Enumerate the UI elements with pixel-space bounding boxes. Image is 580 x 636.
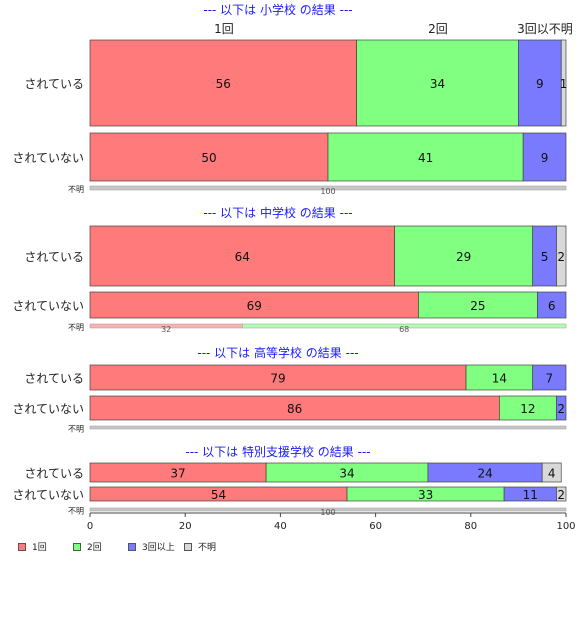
data-label: 2 <box>557 402 565 416</box>
header-label-1: 2回 <box>428 22 448 36</box>
legend-label: 3回以上 <box>142 543 175 553</box>
bar-segment <box>560 39 567 127</box>
data-label: 4 <box>548 467 556 481</box>
data-label: 69 <box>247 299 262 313</box>
bar-segment <box>89 395 500 421</box>
data-label: 41 <box>418 151 433 165</box>
bar-segment <box>89 225 395 287</box>
legend-item: 1回 <box>18 540 73 553</box>
bar-segment <box>89 507 567 512</box>
x-tick-label: 60 <box>369 521 382 532</box>
panel-title-2: --- 以下は 高等学校 の結果 --- <box>197 345 358 360</box>
data-label: 86 <box>287 402 302 416</box>
legend-label: 1回 <box>32 543 47 553</box>
bar-segment <box>418 291 538 319</box>
bar-segment <box>89 39 357 127</box>
bar-segment <box>242 323 567 329</box>
panel-title-1: --- 以下は 中学校 の結果 --- <box>203 205 352 220</box>
row-label: 不明 <box>68 323 84 332</box>
panel-title-3: --- 以下は 特別支援学校 の結果 --- <box>185 444 370 459</box>
row-label: されていない <box>12 402 84 416</box>
panel-title-0: --- 以下は 小学校 の結果 --- <box>203 2 352 17</box>
bar-segment <box>556 486 567 502</box>
data-label: 7 <box>546 372 554 386</box>
x-tick-label: 20 <box>179 521 192 532</box>
bar-segment <box>499 395 557 421</box>
legend-label: 不明 <box>198 543 217 553</box>
bar-segment <box>89 425 567 430</box>
x-tick-label: 100 <box>556 521 575 532</box>
bar-segment <box>541 462 562 483</box>
row-label: されている <box>24 250 84 264</box>
data-label: 34 <box>339 467 354 481</box>
legend-item: 2回 <box>73 540 128 553</box>
legend-swatch <box>73 542 81 551</box>
legend-item: 不明 <box>184 540 239 553</box>
x-tick-label: 0 <box>87 521 93 532</box>
x-tick-label: 80 <box>464 521 477 532</box>
data-label: 33 <box>418 488 433 502</box>
data-label: 12 <box>520 402 535 416</box>
bar-segment <box>89 185 567 191</box>
legend: 1回 2回 3回以上 不明 <box>18 540 239 553</box>
row-label: されていない <box>12 299 84 313</box>
data-label: 6 <box>548 299 556 313</box>
data-label: 54 <box>211 488 226 502</box>
row-label: 不明 <box>68 185 84 194</box>
row-label: 不明 <box>68 507 84 516</box>
bar-segment <box>89 291 419 319</box>
data-label: 1 <box>560 77 568 91</box>
data-label: 9 <box>541 151 549 165</box>
bar-segment <box>327 132 524 182</box>
bar-segment <box>394 225 534 287</box>
header-label-0: 1回 <box>214 22 234 36</box>
data-label: 37 <box>170 467 185 481</box>
bar-segment <box>356 39 519 127</box>
data-label: 29 <box>456 250 471 264</box>
bar-segment <box>465 364 534 391</box>
legend-swatch <box>128 542 136 551</box>
data-label: 2 <box>557 250 565 264</box>
legend-label: 2回 <box>87 543 102 553</box>
x-tick-label: 40 <box>274 521 287 532</box>
row-label: されている <box>24 77 84 91</box>
legend-swatch <box>184 542 192 551</box>
data-label: 25 <box>470 299 485 313</box>
row-label: されていない <box>12 151 84 165</box>
data-label: 2 <box>557 488 565 502</box>
header-label-2: 3回以不明 <box>517 22 573 36</box>
row-label: されている <box>24 372 84 386</box>
row-label: 不明 <box>68 425 84 434</box>
data-label: 79 <box>270 372 285 386</box>
data-label: 9 <box>536 77 544 91</box>
data-label: 14 <box>492 372 507 386</box>
data-label: 24 <box>477 467 492 481</box>
row-label: されていない <box>12 488 84 502</box>
legend-swatch <box>18 542 26 551</box>
bar-segment <box>518 39 562 127</box>
bar-segment <box>89 364 467 391</box>
data-label: 50 <box>201 151 216 165</box>
bar-segment <box>89 132 329 182</box>
bar-segment <box>556 225 567 287</box>
data-label: 100 <box>320 187 335 196</box>
legend-item: 3回以上 <box>128 540 184 553</box>
data-label: 64 <box>235 250 250 264</box>
data-label: 34 <box>430 77 445 91</box>
bar-segment <box>537 291 567 319</box>
row-label: されている <box>24 467 84 481</box>
bar-segment <box>532 364 567 391</box>
data-label: 11 <box>523 488 538 502</box>
data-label: 5 <box>541 250 549 264</box>
data-label: 56 <box>216 77 231 91</box>
data-label: 68 <box>399 325 409 334</box>
bar-segment <box>556 395 567 421</box>
data-label: 32 <box>161 325 171 334</box>
bar-segment <box>522 132 567 182</box>
